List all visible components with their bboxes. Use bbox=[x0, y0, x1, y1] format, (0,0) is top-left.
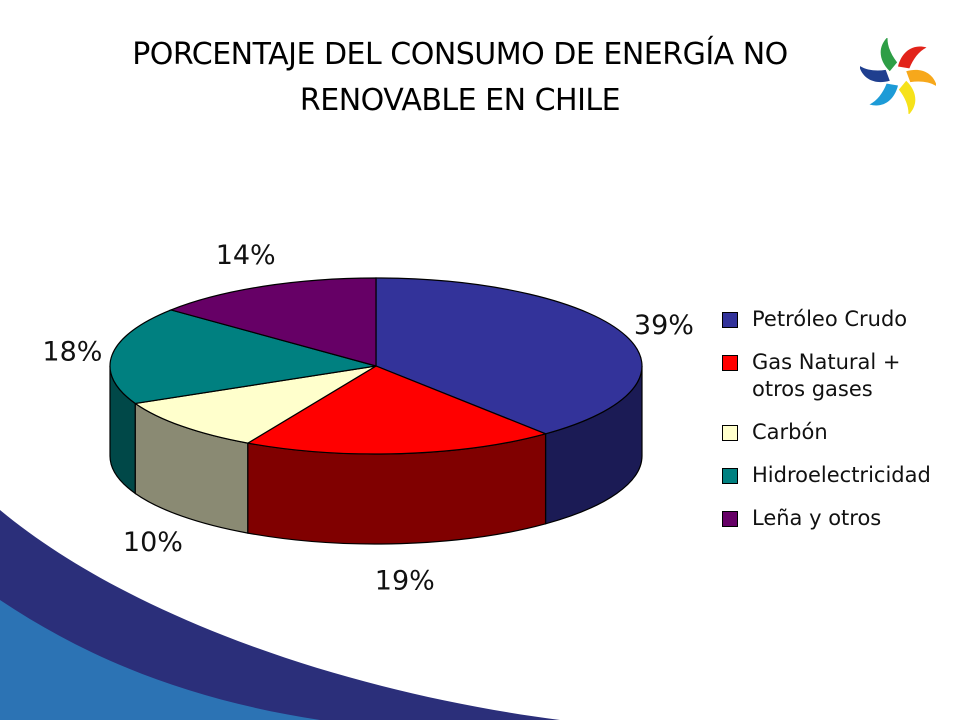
pie-slice-petroleo-crudo bbox=[375, 277, 643, 435]
legend-item-hidroelectricidad: Hidroelectricidad bbox=[718, 462, 948, 489]
data-label-hidroelectricidad: 18% bbox=[42, 336, 102, 367]
data-label-lena-y-otros: 14% bbox=[216, 240, 276, 271]
legend-item-petroleo-crudo: Petróleo Crudo bbox=[718, 306, 948, 333]
data-label-petroleo-crudo: 39% bbox=[634, 310, 694, 341]
legend-swatch bbox=[722, 511, 738, 527]
legend-label: Hidroelectricidad bbox=[752, 463, 931, 487]
pie-slice-lena-y-otros bbox=[169, 277, 377, 367]
legend-label: Petróleo Crudo bbox=[752, 307, 908, 331]
legend-swatch bbox=[722, 468, 738, 484]
legend-swatch bbox=[722, 355, 738, 371]
pinwheel-logo-icon bbox=[860, 38, 936, 114]
legend-item-lena-y-otros: Leña y otros bbox=[718, 505, 948, 532]
legend-label: Gas Natural + otros gases bbox=[752, 350, 901, 401]
legend-item-carbon: Carbón bbox=[718, 419, 948, 446]
legend-item-gas-natural-otros-gases: Gas Natural + otros gases bbox=[718, 349, 948, 403]
legend-label: Leña y otros bbox=[752, 506, 882, 530]
data-label-gas-natural-otros-gases: 19% bbox=[375, 565, 435, 596]
pie-slice-hidroelectricidad bbox=[109, 309, 377, 405]
legend-label: Carbón bbox=[752, 420, 828, 444]
legend: Petróleo Crudo Gas Natural + otros gases C… bbox=[718, 306, 948, 548]
legend-swatch bbox=[722, 312, 738, 328]
pie-slice-carbon bbox=[133, 365, 377, 444]
legend-swatch bbox=[722, 425, 738, 441]
pie-slice-gas-natural-otros-gases bbox=[246, 365, 548, 455]
data-label-carbon: 10% bbox=[123, 527, 183, 558]
page-title: PORCENTAJE DEL CONSUMO DE ENERGÍA NO REN… bbox=[132, 37, 788, 118]
